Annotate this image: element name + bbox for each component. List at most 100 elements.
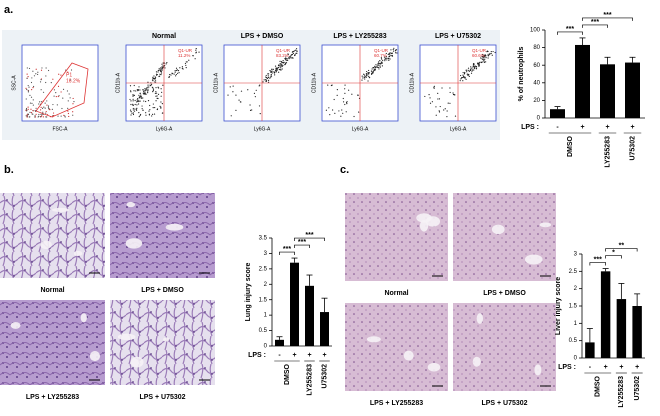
significance-label: *** <box>283 246 291 253</box>
event-dot <box>378 61 380 63</box>
tissue-space <box>89 351 101 362</box>
event-dot <box>452 93 455 96</box>
y-tick-label: 0 <box>537 116 541 122</box>
tissue-space <box>491 224 505 235</box>
event-dot <box>26 115 28 117</box>
event-dot <box>269 70 271 72</box>
event-dot <box>132 112 135 114</box>
event-dot <box>175 69 177 72</box>
event-dot <box>344 103 346 106</box>
event-dot <box>57 95 59 98</box>
event-dot <box>491 54 493 56</box>
event-dot <box>281 65 283 68</box>
significance-bracket <box>582 24 608 28</box>
event-dot <box>52 112 55 114</box>
event-dot <box>378 68 380 70</box>
event-dot <box>68 93 70 95</box>
event-dot <box>381 65 383 67</box>
event-dot <box>44 107 46 109</box>
event-dot <box>186 61 188 63</box>
lps-label: LPS : <box>558 364 576 371</box>
significance-label: *** <box>603 12 611 19</box>
event-dot <box>280 67 282 69</box>
y-tick-label: 2 <box>574 286 578 292</box>
event-dot <box>380 61 382 63</box>
histology-image <box>453 193 556 281</box>
event-dot <box>46 104 48 106</box>
significance-bracket <box>589 262 606 266</box>
event-dot <box>462 76 464 79</box>
event-dot <box>131 112 133 114</box>
event-dot <box>483 59 485 62</box>
y-tick-label: 0 <box>264 344 268 350</box>
event-dot <box>395 52 397 54</box>
lps-mark: - <box>589 364 592 371</box>
event-dot <box>188 59 190 61</box>
event-dot <box>175 67 178 69</box>
panel-label: a. <box>4 4 13 16</box>
event-dot <box>137 98 139 100</box>
event-dot <box>70 79 72 81</box>
event-dot <box>279 60 281 62</box>
plot-title: LPS + U75302 <box>435 33 481 40</box>
event-dot <box>192 55 194 57</box>
y-tick-label: 20 <box>533 98 540 104</box>
event-dot <box>494 51 496 54</box>
y-tick-label: 0.5 <box>569 338 578 344</box>
event-dot <box>470 66 472 68</box>
event-dot <box>338 110 340 112</box>
event-dot <box>464 77 466 79</box>
event-dot <box>283 61 285 63</box>
treatment-label: U75302 <box>634 376 641 401</box>
event-dot <box>473 63 475 65</box>
event-dot <box>227 94 229 96</box>
event-dot <box>139 89 141 91</box>
event-dot <box>441 87 443 89</box>
event-dot <box>274 74 276 76</box>
event-dot <box>181 66 184 68</box>
event-dot <box>454 115 457 117</box>
y-tick-label: 1 <box>574 321 578 327</box>
event-dot <box>366 75 368 77</box>
event-dot <box>67 71 69 73</box>
event-dot <box>160 106 162 108</box>
event-dot <box>374 66 377 69</box>
event-dot <box>34 115 36 117</box>
event-dot <box>173 73 175 75</box>
event-dot <box>385 52 387 55</box>
event-dot <box>437 98 439 100</box>
event-dot <box>438 98 441 100</box>
event-dot <box>27 91 29 93</box>
event-dot <box>251 109 253 111</box>
event-dot <box>377 62 379 64</box>
event-dot <box>473 69 475 71</box>
event-dot <box>27 75 29 78</box>
event-dot <box>279 68 281 71</box>
lps-mark: + <box>322 352 326 359</box>
event-dot <box>274 69 277 71</box>
event-dot <box>152 91 154 93</box>
event-dot <box>60 115 62 117</box>
event-dot <box>142 89 144 91</box>
event-dot <box>133 110 136 112</box>
significance-bracket <box>294 244 310 249</box>
event-dot <box>148 114 151 116</box>
y-axis-label: Liver injury score <box>555 277 562 335</box>
y-tick-label: 2.5 <box>259 266 268 272</box>
event-dot <box>276 69 278 71</box>
event-dot <box>58 95 60 97</box>
event-dot <box>147 81 149 83</box>
event-dot <box>363 76 366 79</box>
event-dot <box>160 71 162 73</box>
event-dot <box>40 116 42 118</box>
event-dot <box>178 72 180 74</box>
event-dot <box>47 106 50 108</box>
event-dot <box>159 105 161 107</box>
image-label: LPS + DMSO <box>141 287 184 294</box>
event-dot <box>364 76 367 78</box>
event-dot <box>168 76 170 79</box>
quadrant-name: Q1-UR <box>276 48 291 53</box>
event-dot <box>333 98 335 101</box>
event-dot <box>438 110 440 112</box>
event-dot <box>40 89 42 91</box>
